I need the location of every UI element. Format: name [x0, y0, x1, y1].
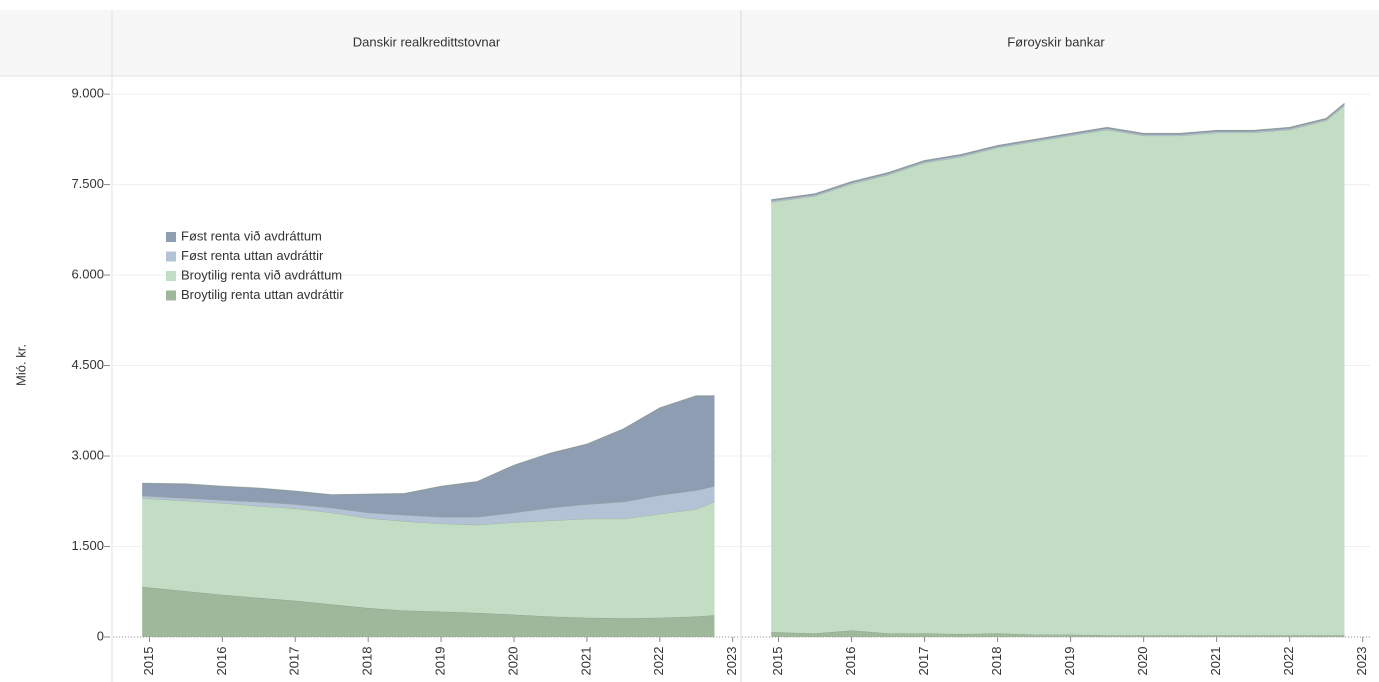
area [142, 586, 715, 637]
legend-swatch [166, 251, 176, 262]
x-tick-label: 2018 [989, 647, 1004, 676]
panel-title: Føroyskir bankar [1007, 34, 1105, 49]
x-tick-label: 2020 [1135, 647, 1150, 676]
x-tick-label: 2019 [433, 647, 448, 676]
area [142, 486, 715, 525]
panel-title: Danskir realkredittstovnar [353, 34, 501, 49]
header-band [0, 10, 1379, 76]
legend-label: Broytilig renta við avdráttum [181, 267, 342, 282]
x-tick-label: 2017 [916, 647, 931, 676]
y-tick-label: 6.000 [71, 267, 104, 282]
y-tick-label: 1.500 [71, 538, 104, 553]
legend-swatch [166, 271, 176, 281]
x-tick-label: 2023 [724, 647, 739, 676]
area-edge [142, 395, 715, 496]
area [142, 498, 715, 619]
x-tick-label: 2020 [505, 647, 520, 676]
x-tick-label: 2022 [651, 647, 666, 676]
area [142, 395, 715, 517]
y-tick-label: 3.000 [71, 447, 104, 462]
x-tick-label: 2018 [360, 647, 375, 676]
x-tick-label: 2017 [287, 647, 302, 676]
y-tick-label: 4.500 [71, 357, 104, 372]
x-tick-label: 2015 [770, 647, 785, 676]
legend-label: Broytilig renta uttan avdráttir [181, 287, 344, 302]
x-tick-label: 2021 [1208, 647, 1223, 676]
x-tick-label: 2015 [141, 647, 156, 676]
y-tick-label: 9.000 [71, 86, 104, 101]
legend-swatch [166, 290, 176, 301]
y-tick-label: 7.500 [71, 176, 104, 191]
x-tick-label: 2022 [1281, 647, 1296, 676]
legend-swatch [166, 232, 176, 242]
y-tick-label: 0 [97, 628, 104, 643]
y-axis-label: Mió. kr. [13, 344, 28, 386]
legend-label: Føst renta uttan avdráttir [181, 248, 324, 263]
x-tick-label: 2021 [578, 647, 593, 676]
x-tick-label: 2023 [1354, 647, 1369, 676]
legend-label: Føst renta við avdráttum [181, 228, 322, 243]
x-tick-label: 2016 [214, 647, 229, 676]
x-tick-label: 2019 [1062, 647, 1077, 676]
x-tick-label: 2016 [843, 647, 858, 676]
area-edge [771, 102, 1345, 201]
area-edge [142, 497, 715, 526]
area [771, 105, 1345, 636]
